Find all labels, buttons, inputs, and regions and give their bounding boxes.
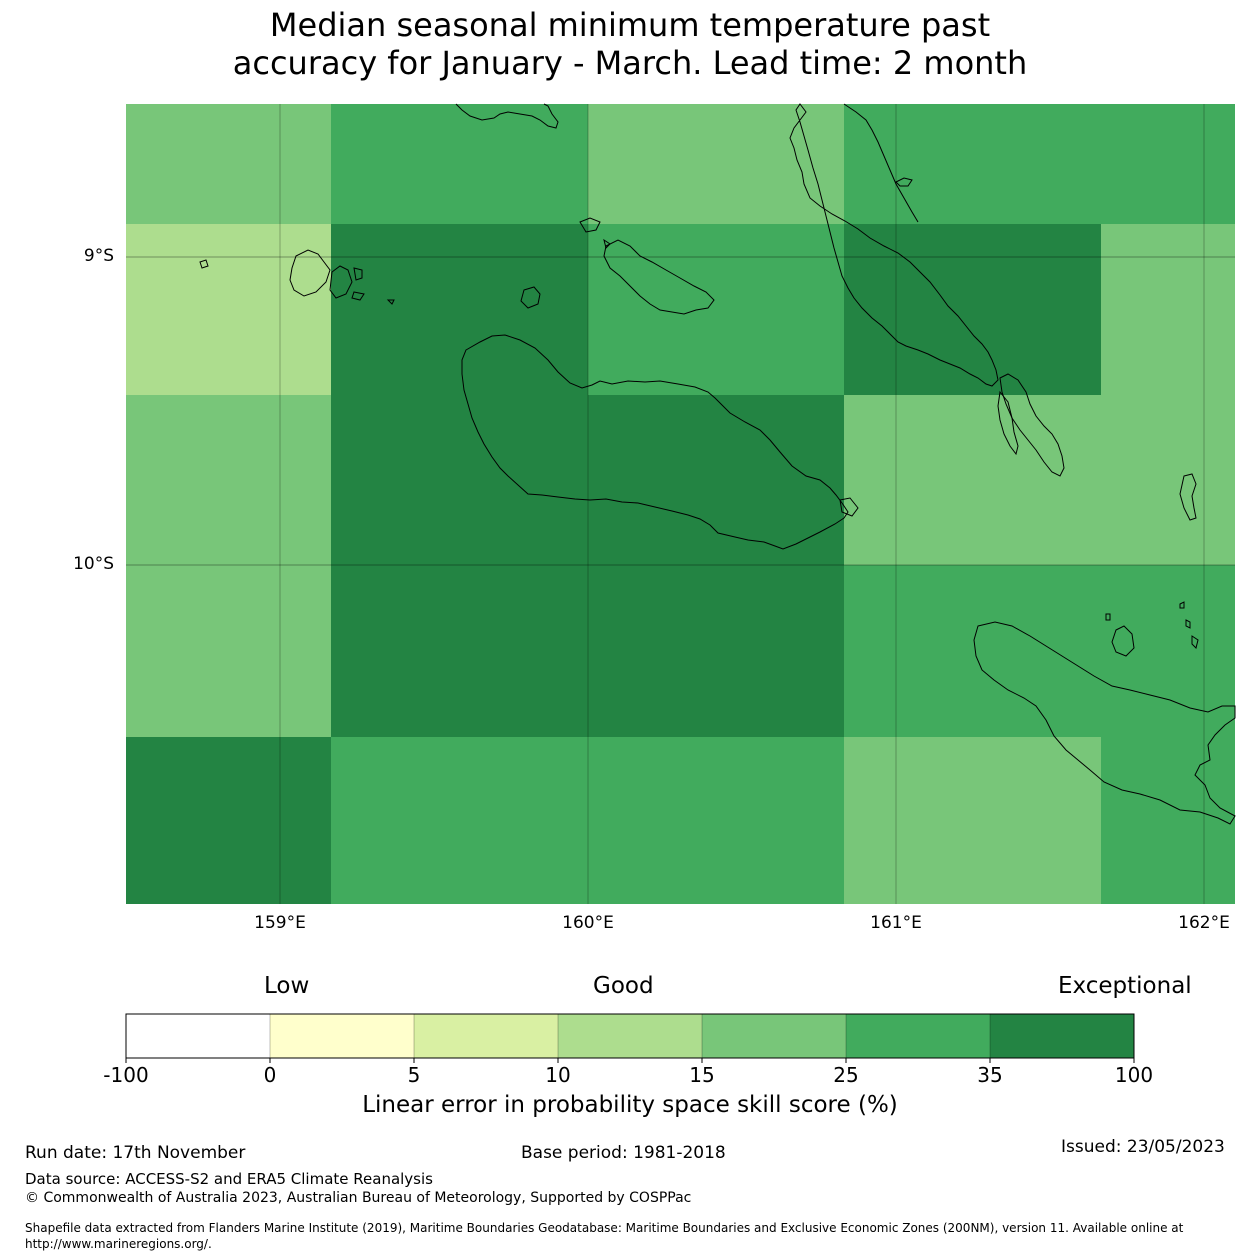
grid-cell [331, 737, 588, 904]
grid-cell [844, 224, 1101, 395]
lat-label-9s: 9°S [83, 246, 114, 266]
graticule [126, 104, 1235, 904]
copyright: © Commonwealth of Australia 2023, Austra… [25, 1190, 692, 1206]
colorbar-tick: -100 [103, 1063, 149, 1087]
grid-cell [588, 565, 844, 737]
lon-label-161e: 161°E [870, 913, 922, 933]
grid-cell [126, 224, 331, 395]
colorbar-tick: 10 [545, 1063, 571, 1087]
colorbar-tick: 0 [263, 1063, 277, 1087]
colorbar-segment [558, 1014, 702, 1058]
santa-isabel-coastline [789, 103, 999, 387]
lat-label-10s: 10°S [73, 554, 114, 574]
data-source: Data source: ACCESS-S2 and ERA5 Climate … [25, 1170, 433, 1188]
colorbar-segment [126, 1014, 270, 1058]
grid-cell [588, 104, 844, 224]
category-exceptional: Exceptional [1058, 973, 1192, 999]
category-low: Low [264, 973, 310, 999]
small-malaita-coastline [997, 390, 1019, 456]
map-title: Median seasonal minimum temperature past… [0, 6, 1260, 82]
lon-label-162e: 162°E [1178, 913, 1230, 933]
north-islands-coastline [455, 103, 559, 129]
santa-isabel-north-coastline [843, 103, 919, 223]
grid-cell [331, 565, 588, 737]
skill-grid [126, 104, 1235, 904]
grid-cell [588, 737, 844, 904]
map-title-line1: Median seasonal minimum temperature past [269, 6, 991, 44]
grid-cell [844, 104, 1235, 224]
nggela-islands-coastline [603, 239, 715, 315]
savo-island-coastline [520, 286, 541, 309]
grid-cell [588, 395, 844, 565]
colorbar [125, 1013, 1135, 1063]
grid-cell [331, 395, 588, 565]
grid-cell [844, 737, 1101, 904]
grid-cell [844, 395, 1235, 565]
colorbar-tick: 25 [833, 1063, 859, 1087]
coastlines [199, 103, 1236, 825]
lon-label-160e: 160°E [562, 913, 614, 933]
grid-cell [1101, 737, 1235, 904]
guadalcanal-coastline [461, 334, 849, 550]
colorbar-tick: 5 [407, 1063, 421, 1087]
grid-cell [126, 395, 331, 565]
grid-cell [331, 104, 588, 224]
colorbar-segment [846, 1014, 990, 1058]
category-good: Good [593, 973, 654, 999]
grid-cell [126, 737, 331, 904]
grid-cell [126, 104, 331, 224]
issued-date: Issued: 23/05/2023 [1061, 1137, 1225, 1157]
map-title-line2: accuracy for January - March. Lead time:… [232, 44, 1028, 82]
colorbar-segment [270, 1014, 414, 1058]
malaita-coastline [999, 373, 1065, 477]
grid-cell [331, 224, 588, 395]
shapefile-credit-line2: http://www.marineregions.org/. [25, 1237, 212, 1251]
lon-label-159e: 159°E [254, 913, 306, 933]
colorbar-tick: 35 [977, 1063, 1003, 1087]
base-period: Base period: 1981-2018 [521, 1143, 726, 1163]
colorbar-title: Linear error in probability space skill … [362, 1092, 898, 1118]
colorbar-segment [990, 1014, 1134, 1058]
run-date: Run date: 17th November [25, 1143, 246, 1163]
shapefile-credit-line1: Shapefile data extracted from Flanders M… [25, 1221, 1184, 1235]
grid-cell [126, 565, 331, 737]
colorbar-tick: 15 [689, 1063, 715, 1087]
grid-cell [1101, 224, 1235, 395]
grid-cell [844, 565, 1235, 737]
russell-islands-coastline [289, 249, 331, 297]
makira-coastline [973, 621, 1236, 825]
grid-cell [588, 224, 844, 395]
colorbar-tick: 100 [1114, 1063, 1154, 1087]
colorbar-segment [702, 1014, 846, 1058]
colorbar-segment [414, 1014, 558, 1058]
